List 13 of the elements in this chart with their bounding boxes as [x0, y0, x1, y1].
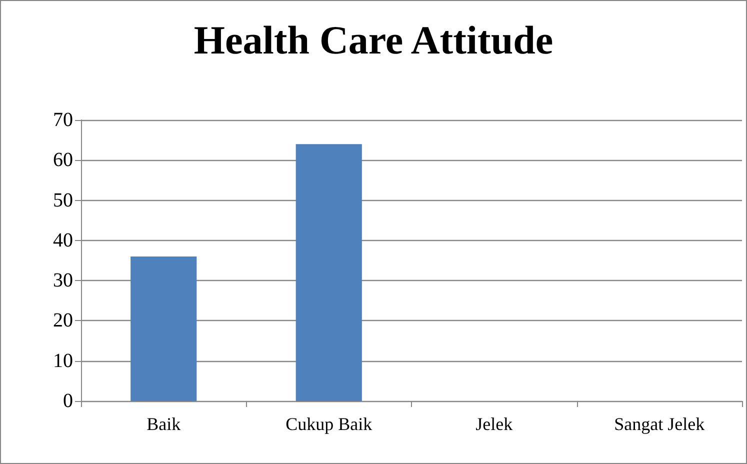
x-tick-label: Cukup Baik [286, 414, 372, 434]
y-tick-label: 50 [53, 189, 73, 212]
y-tick-label: 20 [53, 310, 73, 332]
chart-title: Health Care Attitude [194, 18, 554, 62]
y-tick-label: 40 [53, 229, 73, 252]
y-tick-label: 60 [53, 149, 73, 172]
y-tick-label: 10 [53, 350, 73, 372]
y-tick-label: 70 [53, 109, 73, 131]
x-tick-label: Sangat Jelek [614, 414, 705, 434]
y-tick-label: 30 [53, 270, 73, 292]
x-tick-label: Jelek [476, 414, 513, 434]
y-tick-label: 0 [63, 390, 73, 412]
x-tick-label: Baik [146, 414, 181, 434]
